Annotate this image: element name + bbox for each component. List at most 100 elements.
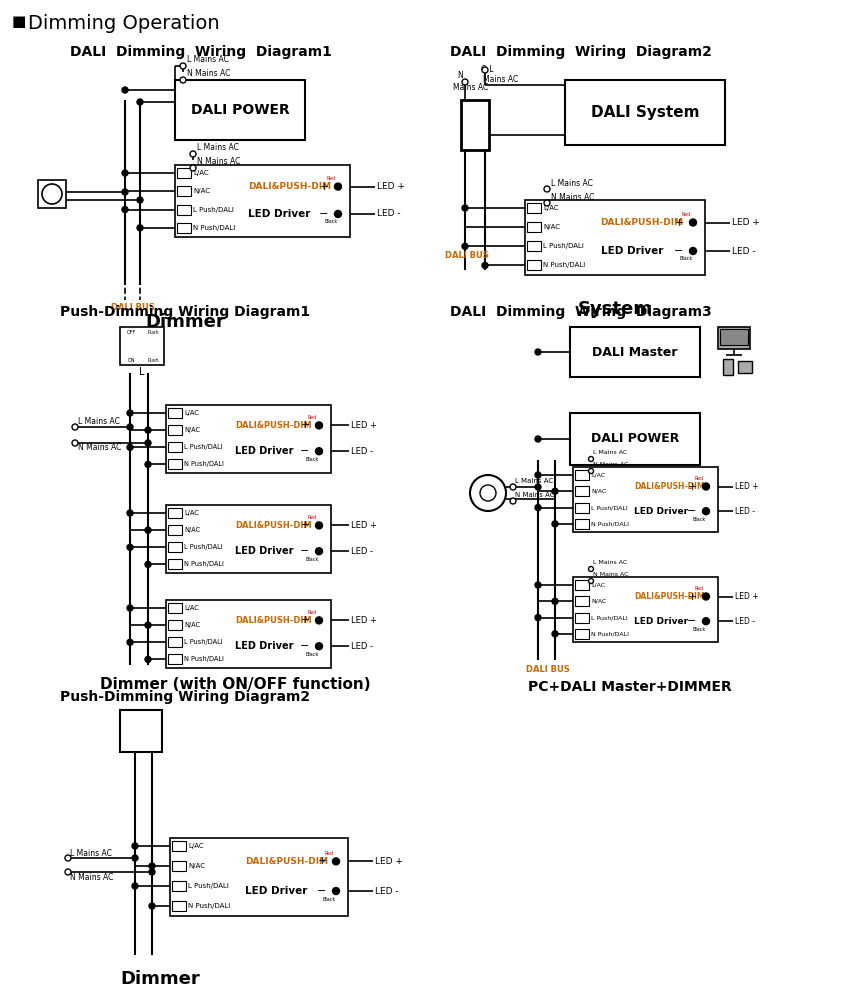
- Text: Mains AC: Mains AC: [483, 76, 519, 85]
- Circle shape: [145, 427, 151, 433]
- Circle shape: [149, 863, 155, 869]
- Text: L/AC: L/AC: [193, 170, 209, 176]
- Circle shape: [535, 436, 541, 442]
- Text: L Mains AC: L Mains AC: [197, 143, 239, 152]
- Text: +: +: [674, 218, 684, 228]
- Text: N Mains AC: N Mains AC: [78, 444, 121, 452]
- Text: LED -: LED -: [351, 547, 373, 556]
- Text: L/AC: L/AC: [188, 843, 204, 849]
- Text: Black: Black: [305, 652, 318, 657]
- Bar: [168, 637, 182, 647]
- Text: LED Driver: LED Driver: [634, 617, 688, 626]
- Text: −: −: [300, 446, 310, 456]
- Circle shape: [690, 219, 697, 226]
- Text: DALI  Dimming  Wiring  Diagram3: DALI Dimming Wiring Diagram3: [450, 305, 712, 319]
- Circle shape: [462, 205, 468, 211]
- Text: +: +: [687, 482, 697, 491]
- Circle shape: [122, 170, 128, 176]
- Text: Red: Red: [307, 515, 316, 520]
- Circle shape: [703, 508, 710, 515]
- Text: N/AC: N/AC: [188, 863, 205, 869]
- Circle shape: [145, 440, 151, 446]
- Circle shape: [335, 183, 341, 190]
- Circle shape: [127, 444, 133, 450]
- Text: L/AC: L/AC: [591, 582, 605, 587]
- Circle shape: [462, 243, 468, 249]
- Text: LED -: LED -: [375, 887, 399, 896]
- Circle shape: [145, 461, 151, 467]
- Text: N/AC: N/AC: [591, 489, 606, 494]
- Bar: [718, 327, 750, 349]
- Bar: [172, 901, 186, 911]
- Text: −: −: [674, 246, 684, 256]
- Circle shape: [552, 521, 558, 527]
- Circle shape: [127, 639, 133, 645]
- Text: N Push/DALI: N Push/DALI: [591, 631, 629, 636]
- Text: L/AC: L/AC: [543, 205, 559, 211]
- Circle shape: [535, 582, 541, 588]
- Circle shape: [72, 440, 78, 446]
- Text: Push-Dimming Wiring Diagram1: Push-Dimming Wiring Diagram1: [60, 305, 310, 319]
- Text: DALI POWER: DALI POWER: [191, 103, 289, 117]
- Text: N Mains AC: N Mains AC: [187, 70, 230, 79]
- Text: Push: Push: [147, 358, 159, 363]
- Text: Dimmer (with ON/OFF function): Dimmer (with ON/OFF function): [100, 677, 371, 692]
- Text: DALI POWER: DALI POWER: [591, 432, 679, 446]
- Text: Mains AC: Mains AC: [453, 84, 488, 93]
- Text: DALI&PUSH-DIM: DALI&PUSH-DIM: [236, 421, 312, 430]
- Circle shape: [690, 247, 697, 254]
- Text: Dimming Operation: Dimming Operation: [28, 14, 219, 33]
- Bar: [527, 203, 541, 213]
- Text: LED Driver: LED Driver: [245, 886, 307, 896]
- Circle shape: [137, 99, 143, 105]
- Text: N/AC: N/AC: [184, 622, 200, 628]
- Bar: [575, 470, 589, 480]
- Text: DALI&PUSH-DIM: DALI&PUSH-DIM: [236, 616, 312, 625]
- Text: DALI BUS: DALI BUS: [526, 665, 569, 674]
- Text: L/AC: L/AC: [591, 473, 605, 478]
- Text: Red: Red: [327, 176, 335, 181]
- Bar: [168, 408, 182, 418]
- Text: Red: Red: [324, 851, 334, 856]
- Circle shape: [510, 484, 516, 490]
- Text: LED Driver: LED Driver: [236, 446, 294, 456]
- Bar: [575, 519, 589, 529]
- Text: DALI&PUSH-DIM: DALI&PUSH-DIM: [249, 182, 332, 191]
- Text: Black: Black: [324, 219, 338, 224]
- Text: −: −: [300, 641, 310, 651]
- Circle shape: [190, 151, 196, 157]
- Text: DALI BUS: DALI BUS: [445, 250, 488, 259]
- Bar: [120, 710, 162, 752]
- Circle shape: [180, 77, 186, 83]
- Text: L: L: [139, 367, 144, 377]
- Text: LED Driver: LED Driver: [634, 507, 688, 516]
- Text: LED +: LED +: [732, 218, 760, 227]
- Text: DALI Master: DALI Master: [593, 346, 678, 359]
- Text: DALI&PUSH-DIM: DALI&PUSH-DIM: [634, 482, 704, 491]
- Circle shape: [510, 498, 516, 504]
- Text: L Push/DALI: L Push/DALI: [543, 243, 584, 249]
- Bar: [570, 327, 700, 377]
- Text: Red: Red: [694, 586, 703, 591]
- Circle shape: [316, 448, 322, 455]
- Bar: [177, 205, 191, 215]
- Bar: [573, 577, 718, 642]
- Bar: [527, 241, 541, 251]
- Text: N Mains AC: N Mains AC: [515, 492, 555, 498]
- Bar: [38, 180, 66, 208]
- Text: −: −: [687, 616, 697, 626]
- Circle shape: [552, 488, 558, 494]
- Circle shape: [333, 858, 340, 865]
- Circle shape: [535, 472, 541, 478]
- Text: DALI&PUSH-DIM: DALI&PUSH-DIM: [236, 521, 312, 530]
- Text: DALI&PUSH-DIM: DALI&PUSH-DIM: [634, 592, 704, 601]
- Circle shape: [149, 869, 155, 875]
- Text: N Push/DALI: N Push/DALI: [184, 461, 224, 467]
- Bar: [120, 327, 164, 365]
- Circle shape: [462, 79, 468, 85]
- Text: LED -: LED -: [732, 246, 756, 255]
- Text: N Push/DALI: N Push/DALI: [184, 656, 224, 662]
- Text: Red: Red: [307, 415, 316, 420]
- Text: N/AC: N/AC: [184, 427, 200, 433]
- Bar: [575, 486, 589, 496]
